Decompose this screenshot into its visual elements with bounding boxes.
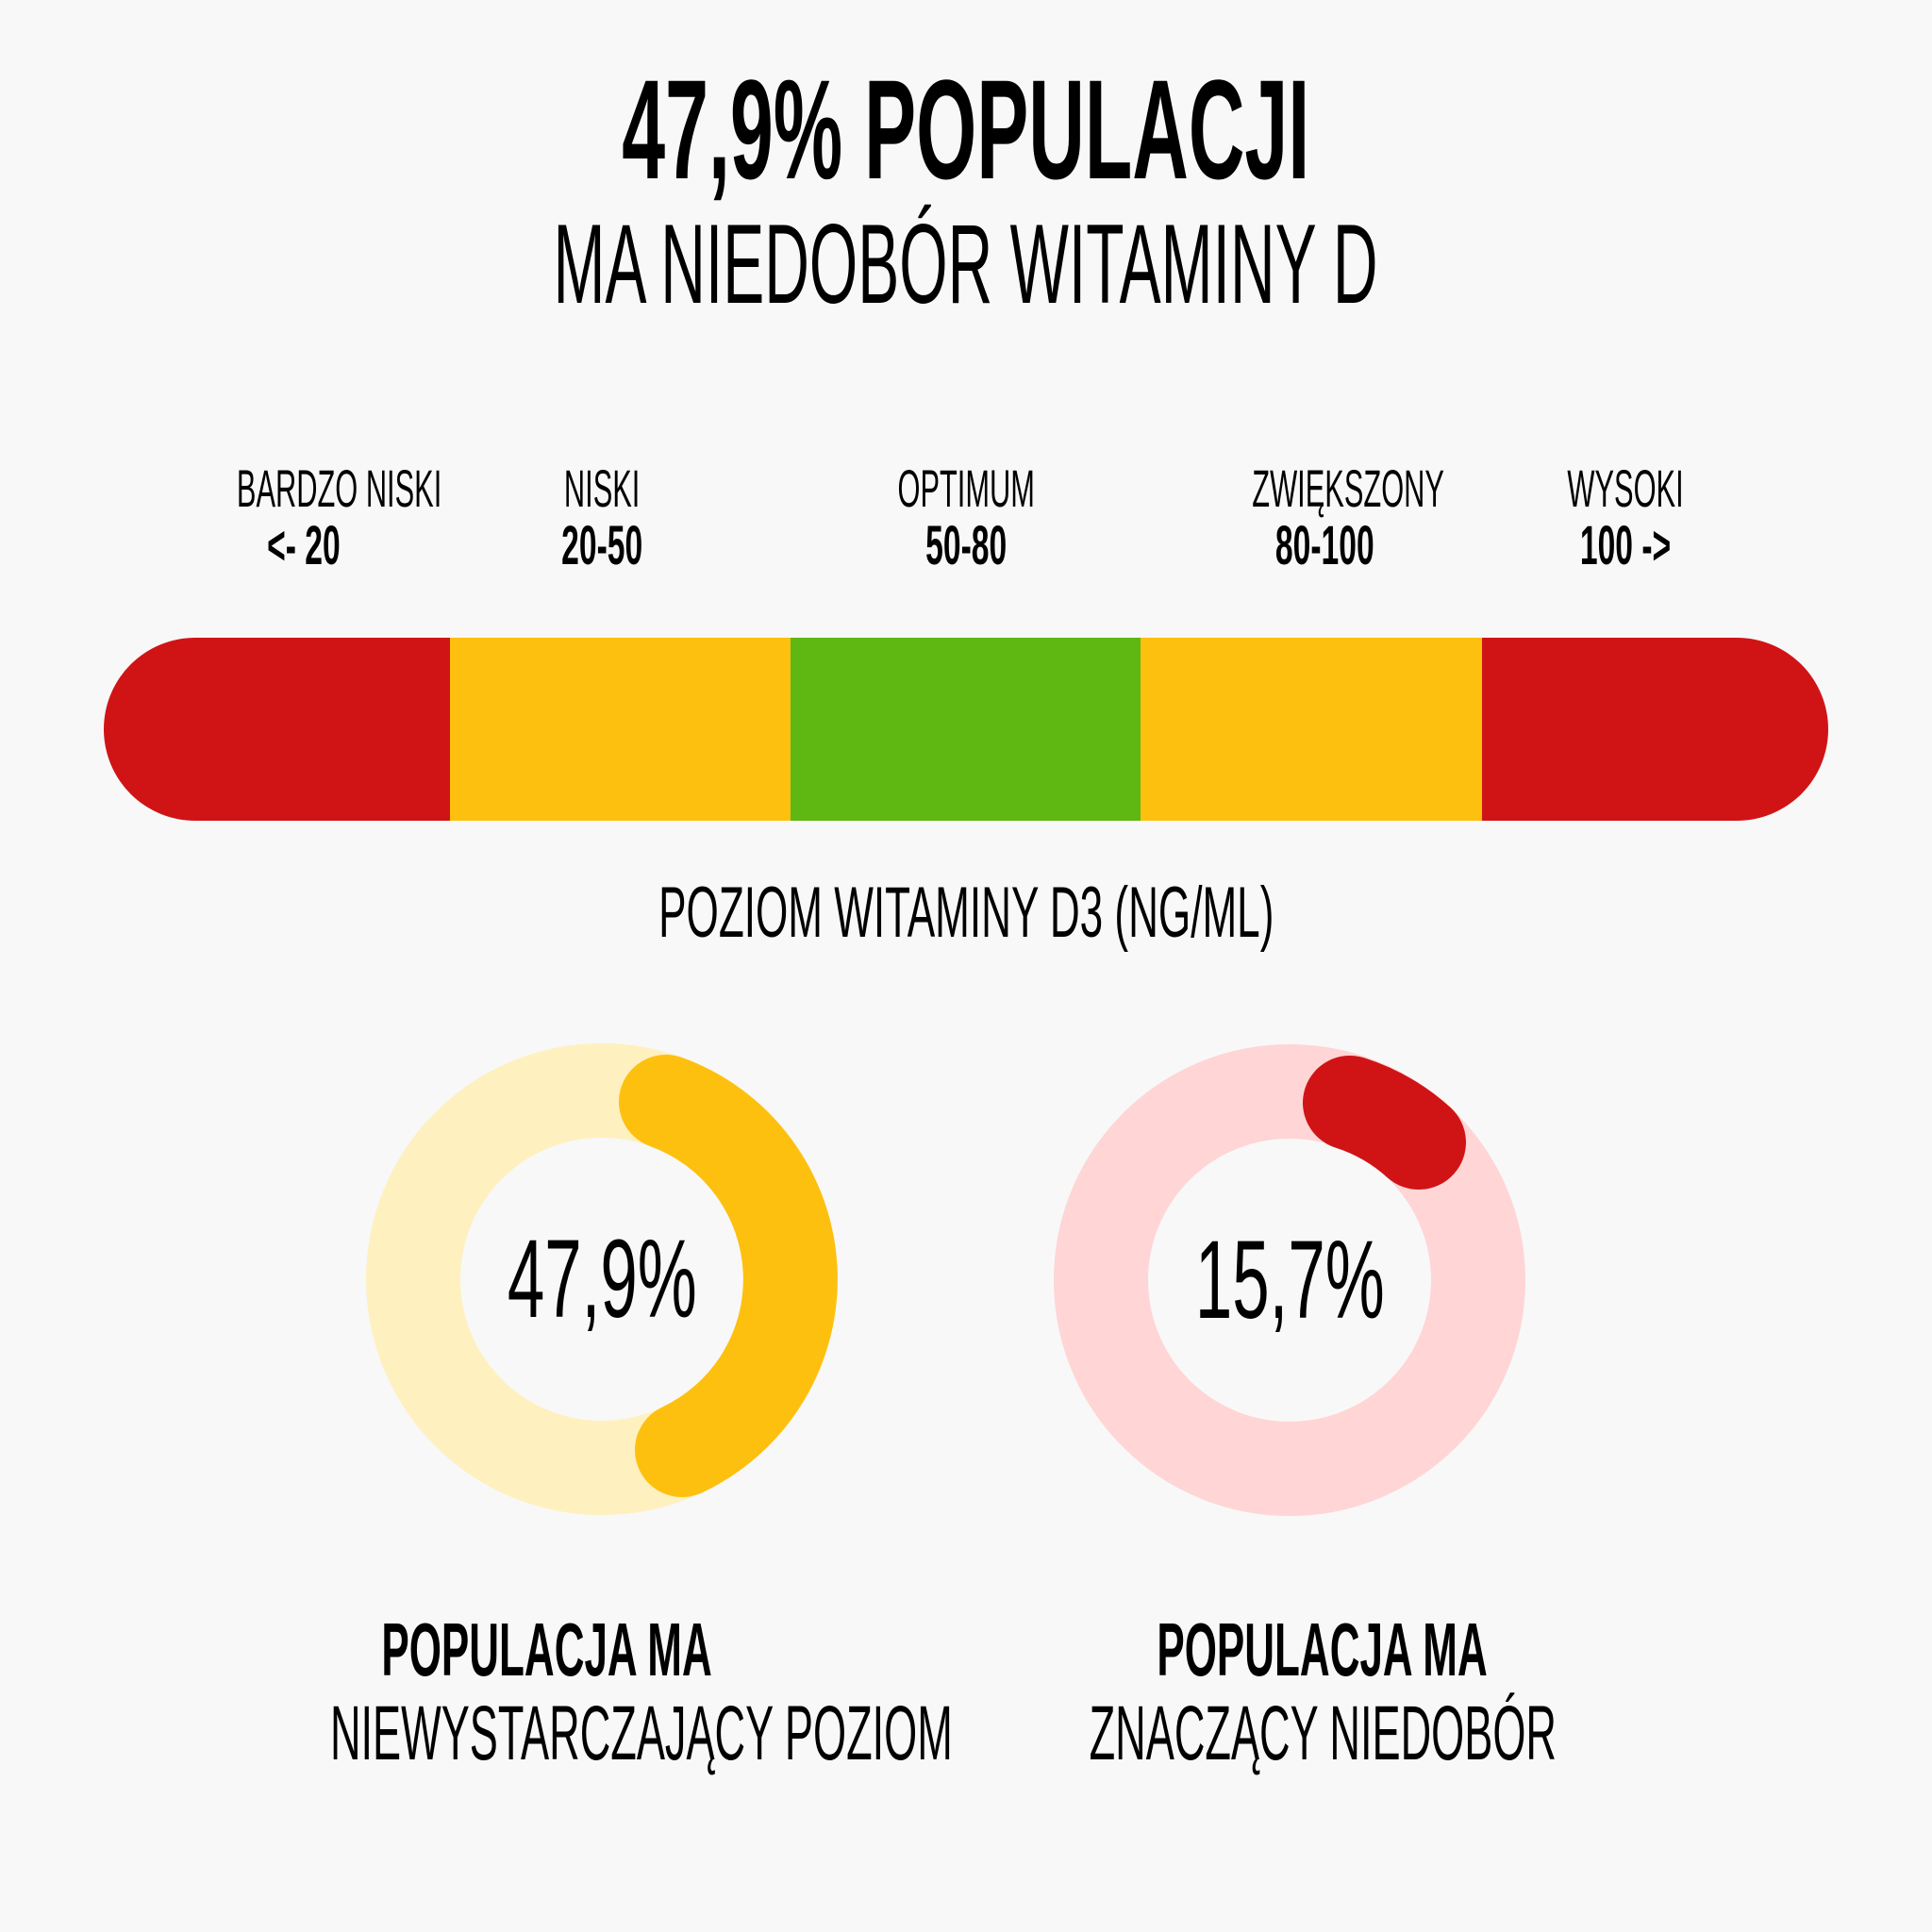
category-very-low: BARDZO NISKI <- 20 <box>236 458 442 576</box>
page-title: 47,9% POPULACJI <box>622 50 1310 208</box>
segment-increased <box>1141 638 1482 821</box>
segment-high <box>1482 638 1828 821</box>
donut-chart-icon <box>366 1043 838 1515</box>
caption-significant-deficiency: POPULACJA MA ZNACZĄCY NIEDOBÓR <box>1089 1607 1557 1777</box>
page-subtitle: MA NIEDOBÓR WITAMINY D <box>554 201 1378 327</box>
category-low: NISKI 20-50 <box>560 458 643 576</box>
category-increased: ZWIĘKSZONY 80-100 <box>1252 458 1444 576</box>
donut-chart-icon <box>1054 1044 1525 1516</box>
donut-significant-deficiency: 15,7% <box>1044 1035 1535 1525</box>
segment-optimum <box>791 638 1141 821</box>
axis-label: POZIOM WITAMINY D3 (NG/ML) <box>658 873 1274 953</box>
vitamin-level-scale-bar <box>104 638 1828 821</box>
caption-insufficient: POPULACJA MA NIEWYSTARCZAJĄCY POZIOM <box>329 1607 953 1777</box>
category-optimum: OPTIMUM 50-80 <box>897 458 1035 576</box>
segment-low <box>450 638 791 821</box>
donut-insufficient: 47,9% <box>357 1034 847 1524</box>
category-high: WYSOKI 100 -> <box>1567 458 1684 576</box>
segment-very-low <box>104 638 450 821</box>
